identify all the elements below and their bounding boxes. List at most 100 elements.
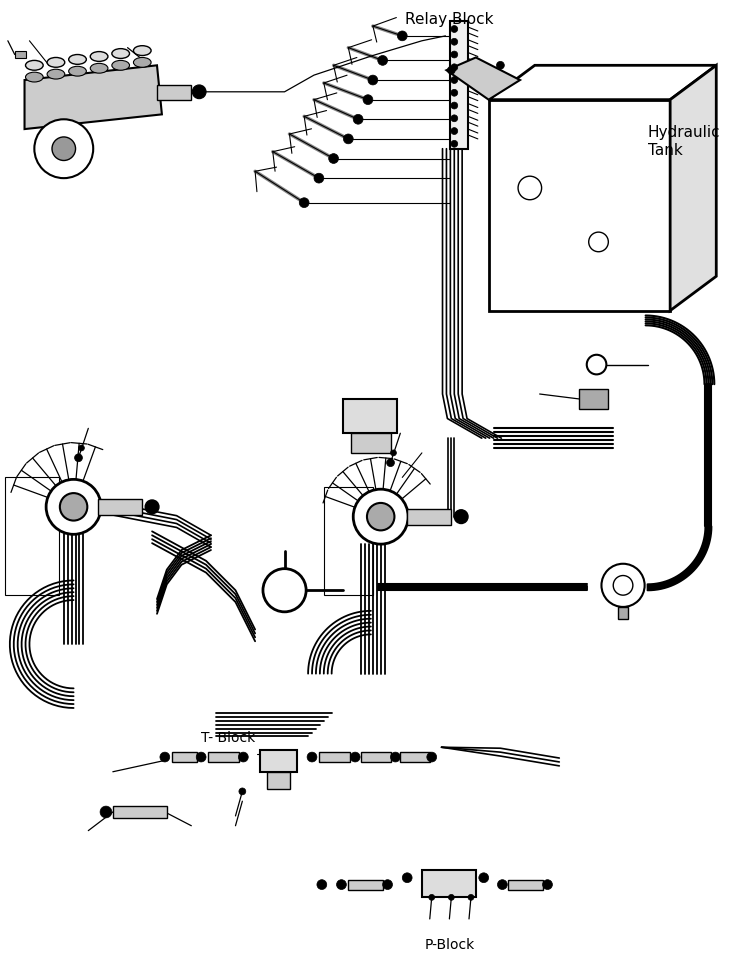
Bar: [98, 500, 142, 515]
Circle shape: [34, 120, 93, 179]
Ellipse shape: [69, 56, 87, 65]
Circle shape: [542, 879, 553, 890]
Circle shape: [239, 752, 248, 762]
Circle shape: [451, 52, 458, 59]
Bar: [407, 509, 451, 525]
Ellipse shape: [26, 73, 43, 83]
Circle shape: [160, 752, 170, 762]
Circle shape: [344, 135, 353, 145]
Polygon shape: [489, 66, 716, 101]
Circle shape: [263, 569, 306, 612]
Bar: [508, 879, 542, 890]
Circle shape: [454, 510, 468, 524]
Polygon shape: [24, 66, 162, 130]
Circle shape: [314, 174, 324, 184]
Circle shape: [468, 895, 474, 900]
Text: T- Block: T- Block: [201, 730, 255, 745]
Circle shape: [46, 480, 101, 534]
Bar: [260, 751, 297, 772]
Circle shape: [75, 455, 82, 462]
Bar: [451, 22, 468, 150]
Bar: [422, 870, 476, 898]
Circle shape: [451, 39, 458, 46]
Bar: [400, 752, 430, 762]
Bar: [618, 607, 628, 619]
Circle shape: [100, 806, 112, 818]
Circle shape: [317, 879, 327, 890]
Circle shape: [498, 879, 507, 890]
Bar: [361, 752, 390, 762]
Circle shape: [451, 78, 458, 85]
Circle shape: [337, 879, 346, 890]
Circle shape: [192, 86, 206, 100]
Text: P-Block: P-Block: [424, 937, 474, 950]
Circle shape: [60, 494, 87, 521]
Circle shape: [299, 199, 309, 209]
Circle shape: [451, 64, 458, 72]
Circle shape: [378, 57, 388, 66]
Circle shape: [451, 115, 458, 123]
Ellipse shape: [26, 62, 43, 71]
Ellipse shape: [47, 59, 65, 68]
Bar: [208, 752, 239, 762]
Circle shape: [329, 155, 338, 164]
Circle shape: [448, 67, 455, 75]
Circle shape: [429, 895, 435, 900]
Ellipse shape: [47, 70, 65, 80]
Bar: [489, 101, 670, 311]
Bar: [319, 752, 350, 762]
Bar: [579, 390, 608, 409]
Bar: [324, 488, 373, 596]
Circle shape: [353, 115, 363, 125]
Circle shape: [451, 90, 458, 97]
Bar: [349, 879, 382, 890]
Circle shape: [518, 177, 542, 201]
Circle shape: [448, 895, 454, 900]
Ellipse shape: [112, 62, 129, 71]
Circle shape: [363, 96, 373, 106]
Circle shape: [387, 459, 394, 467]
Circle shape: [390, 752, 400, 762]
Circle shape: [402, 873, 412, 883]
Circle shape: [451, 27, 458, 34]
Circle shape: [239, 788, 246, 795]
Ellipse shape: [134, 59, 151, 68]
Circle shape: [451, 103, 458, 110]
Circle shape: [451, 129, 458, 136]
Bar: [172, 752, 197, 762]
Circle shape: [589, 233, 608, 253]
Bar: [352, 433, 390, 454]
Circle shape: [382, 879, 393, 890]
Circle shape: [145, 501, 159, 514]
Polygon shape: [670, 66, 716, 311]
Ellipse shape: [134, 47, 151, 57]
Polygon shape: [446, 59, 520, 101]
Ellipse shape: [90, 53, 108, 62]
Circle shape: [307, 752, 317, 762]
Circle shape: [353, 490, 408, 545]
Text: Relay Block: Relay Block: [405, 12, 494, 27]
Bar: [5, 478, 59, 596]
Circle shape: [350, 752, 360, 762]
Ellipse shape: [69, 67, 87, 77]
Bar: [113, 806, 167, 818]
Circle shape: [601, 564, 644, 607]
Circle shape: [426, 752, 437, 762]
Bar: [157, 86, 192, 101]
Text: Hydraulic
Tank: Hydraulic Tank: [647, 125, 720, 158]
Circle shape: [586, 356, 606, 375]
Circle shape: [390, 451, 396, 456]
Circle shape: [496, 62, 504, 70]
Bar: [267, 772, 291, 790]
Circle shape: [52, 137, 76, 161]
Circle shape: [368, 76, 378, 86]
Circle shape: [451, 141, 458, 148]
Bar: [15, 52, 26, 60]
Circle shape: [79, 446, 84, 452]
Bar: [344, 400, 397, 433]
Circle shape: [479, 873, 489, 883]
Circle shape: [397, 32, 407, 41]
Ellipse shape: [90, 64, 108, 74]
Circle shape: [367, 504, 394, 530]
Ellipse shape: [112, 50, 129, 60]
